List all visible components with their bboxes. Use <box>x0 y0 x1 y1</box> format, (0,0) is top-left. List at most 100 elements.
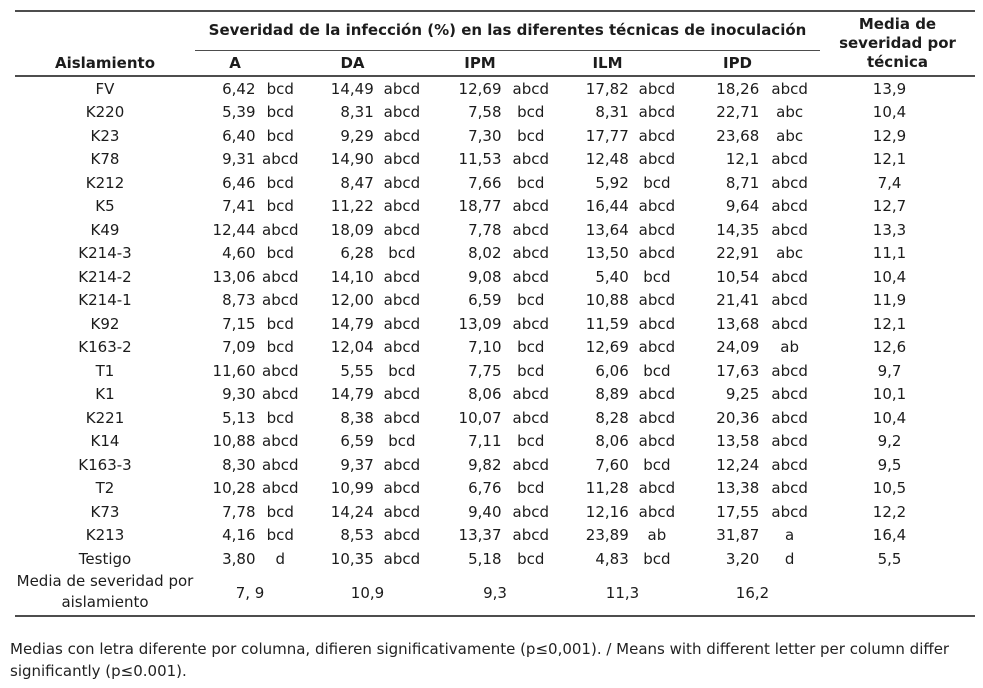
cell-value: 14,49 <box>330 79 374 98</box>
cell-value: 3,80 <box>222 549 256 568</box>
tech-cell-da: 14,10 abcd <box>305 268 430 286</box>
cell-letters: bcd <box>517 549 545 568</box>
tech-cell-ipd: 20,36 abcd <box>685 409 820 427</box>
cell-letters: abcd <box>512 502 549 521</box>
tech-cell-ipd: 18,26 abcd <box>685 80 820 98</box>
cell-letters: abcd <box>512 455 549 474</box>
cell-value: 9,30 <box>222 385 256 404</box>
row-label: Testigo <box>78 549 132 568</box>
cell-value: 10,88 <box>212 432 256 451</box>
cell-letters: abcd <box>512 385 549 404</box>
row-label: K214-1 <box>78 291 132 310</box>
cell-value: 22,71 <box>716 103 760 122</box>
cell-letters: abcd <box>771 173 808 192</box>
col-header-media-tecnica: Media de severidad por técnica <box>820 12 975 75</box>
tech-cell-ipm: 7,58 bcd <box>430 103 560 121</box>
cell-value: 8,73 <box>222 291 256 310</box>
cell-letters: bcd <box>517 103 545 122</box>
tech-cell-ipm: 12,69 abcd <box>430 80 560 98</box>
row-label: K163-2 <box>78 338 132 357</box>
cell-letters: abcd <box>262 361 299 380</box>
cell-value: 5,13 <box>222 408 256 427</box>
cell-value: 9,08 <box>468 267 502 286</box>
cell-letters: abcd <box>262 150 299 169</box>
cell-value: 7,41 <box>222 197 256 216</box>
tech-cell-ipm: 7,66 bcd <box>430 174 560 192</box>
tech-cell-a: 12,44 abcd <box>195 221 305 239</box>
cell-letters: bcd <box>517 291 545 310</box>
cell-letters: abcd <box>638 150 676 169</box>
cell-letters: bcd <box>517 173 545 192</box>
table-row: K1 9,30 abcd 14,79 abcd 8,06 abcd 8,89 a… <box>15 383 975 407</box>
table-row: T1 11,60 abcd 5,55 bcd 7,75 bcd 6,06 bcd… <box>15 359 975 383</box>
severity-table: Aislamiento Severidad de la infección (%… <box>15 10 975 617</box>
row-media: 9,7 <box>877 361 902 380</box>
cell-letters: d <box>784 549 795 568</box>
cell-letters: abcd <box>383 314 421 333</box>
cell-value: 13,64 <box>585 220 629 239</box>
tech-cell-ilm: 6,06 bcd <box>560 362 685 380</box>
row-label: K1 <box>95 385 115 404</box>
row-media: 12,1 <box>872 314 907 333</box>
col-header-ipm: IPM <box>464 54 496 72</box>
tech-cell-ipd: 17,63 abcd <box>685 362 820 380</box>
tech-cell-ipd: 13,58 abcd <box>685 432 820 450</box>
cell-letters: abcd <box>262 385 299 404</box>
tech-cell-da: 12,00 abcd <box>305 291 430 309</box>
cell-value: 23,68 <box>716 126 760 145</box>
tech-cell-da: 8,38 abcd <box>305 409 430 427</box>
cell-value: 12,69 <box>458 79 502 98</box>
cell-value: 13,68 <box>716 314 760 333</box>
cell-letters: abcd <box>771 314 808 333</box>
cell-letters: abcd <box>771 79 808 98</box>
tech-cell-ipd: 21,41 abcd <box>685 291 820 309</box>
row-label: K23 <box>90 126 120 145</box>
cell-value: 9,40 <box>468 502 502 521</box>
row-media: 10,5 <box>872 479 907 498</box>
cell-value: 8,30 <box>222 455 256 474</box>
tech-cell-da: 8,31 abcd <box>305 103 430 121</box>
tech-cell-ipd: 12,24 abcd <box>685 456 820 474</box>
cell-letters: abcd <box>771 197 808 216</box>
tech-cell-ipd: 23,68 abc <box>685 127 820 145</box>
cell-value: 7,75 <box>468 361 502 380</box>
tech-cell-ipm: 8,02 abcd <box>430 244 560 262</box>
cell-value: 12,04 <box>330 338 374 357</box>
row-label: K214-3 <box>78 244 132 263</box>
tech-cell-ipm: 13,09 abcd <box>430 315 560 333</box>
cell-letters: abcd <box>638 126 676 145</box>
tech-cell-da: 5,55 bcd <box>305 362 430 380</box>
table-row: K163-3 8,30 abcd 9,37 abcd 9,82 abcd 7,6… <box>15 453 975 477</box>
cell-value: 13,58 <box>716 432 760 451</box>
tech-cell-da: 11,22 abcd <box>305 197 430 215</box>
tech-cell-ilm: 13,64 abcd <box>560 221 685 239</box>
tech-cell-ilm: 11,28 abcd <box>560 479 685 497</box>
cell-letters: abcd <box>638 314 676 333</box>
tech-cell-ilm: 13,50 abcd <box>560 244 685 262</box>
table-body: FV 6,42 bcd 14,49 abcd 12,69 abcd 17,82 … <box>15 77 975 571</box>
tech-cell-ilm: 8,28 abcd <box>560 409 685 427</box>
cell-value: 8,38 <box>340 408 374 427</box>
row-media: 10,1 <box>872 385 907 404</box>
table-row: K214-1 8,73 abcd 12,00 abcd 6,59 bcd 10,… <box>15 289 975 313</box>
cell-letters: abcd <box>771 479 808 498</box>
cell-value: 17,77 <box>585 126 629 145</box>
tech-cell-a: 9,30 abcd <box>195 385 305 403</box>
cell-letters: bcd <box>643 173 671 192</box>
cell-value: 8,28 <box>595 408 629 427</box>
tech-cell-ilm: 11,59 abcd <box>560 315 685 333</box>
cell-letters: abcd <box>383 549 421 568</box>
tech-cell-a: 11,60 abcd <box>195 362 305 380</box>
cell-value: 7,66 <box>468 173 502 192</box>
cell-value: 3,20 <box>725 549 760 568</box>
technique-headers-row: A DA IPM ILM IPD <box>195 51 820 75</box>
tech-cell-a: 9,31 abcd <box>195 150 305 168</box>
tech-cell-da: 9,37 abcd <box>305 456 430 474</box>
tech-cell-ipm: 5,18 bcd <box>430 550 560 568</box>
row-label: FV <box>95 79 115 98</box>
cell-letters: abcd <box>771 455 808 474</box>
tech-cell-a: 5,39 bcd <box>195 103 305 121</box>
cell-value: 12,69 <box>585 338 629 357</box>
tech-cell-ilm: 8,31 abcd <box>560 103 685 121</box>
cell-value: 9,29 <box>340 126 374 145</box>
